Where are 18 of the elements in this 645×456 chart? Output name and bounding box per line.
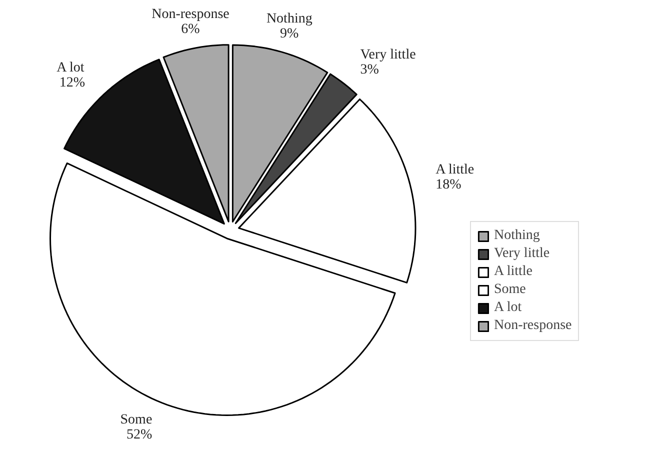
legend-label: A little [494, 264, 532, 280]
legend-label: Some [494, 282, 526, 298]
data-label: 18% [436, 178, 462, 193]
slice-label: Non-response [152, 6, 230, 22]
slice-label: A little [436, 162, 474, 178]
legend-label: Nothing [494, 228, 540, 244]
data-label: 6% [181, 22, 200, 37]
slice-label: Very little [360, 48, 416, 63]
legend-label: Non-response [494, 318, 572, 334]
legend-label: A lot [494, 300, 522, 316]
data-label: 12% [59, 76, 86, 91]
slice-label: Some [120, 412, 152, 428]
data-label: 9% [280, 26, 300, 42]
data-label: 52% [126, 427, 152, 442]
legend-label: Very little [494, 246, 550, 262]
data-label: 3% [360, 62, 380, 78]
slice-label: Nothing [266, 12, 312, 27]
slice-label: A lot [56, 60, 84, 76]
